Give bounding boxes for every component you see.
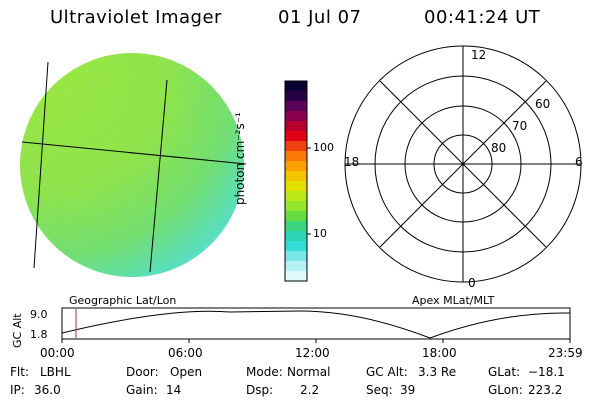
mlat-label-70: 70 [512, 119, 528, 133]
mlat-mlt-polar-grid [344, 45, 582, 283]
colorbar-segment [285, 221, 307, 232]
dsp-value: 2.2 [300, 383, 320, 397]
colorbar-segment [285, 181, 307, 192]
time-tick-0000: 00:00 [40, 346, 75, 360]
colorbar-segment [285, 191, 307, 202]
gc-alt-value: 3.3 Re [418, 365, 457, 379]
colorbar-segment [285, 261, 307, 272]
observation-time: 00:41:24 UT [424, 7, 541, 28]
time-tick-1200: 12:00 [295, 346, 330, 360]
glon-label: GLon: [488, 383, 523, 397]
colorbar-unit-label: photon cm⁻²s⁻¹ [233, 112, 247, 205]
seq-label: Seq: [366, 383, 393, 397]
mlat-label-60: 60 [535, 97, 551, 111]
mlt-label-18: 18 [344, 155, 360, 169]
intensity-colorbar [285, 81, 307, 282]
mlt-label-0: 0 [468, 276, 476, 290]
glon-value: 223.2 [528, 383, 563, 397]
altitude-axis-title: GC Alt [11, 313, 24, 348]
observation-date: 01 Jul 07 [278, 7, 362, 28]
geographic-panel-label: Geographic Lat/Lon [69, 294, 177, 307]
colorbar-segment [285, 151, 307, 162]
mlt-label-6: 6 [575, 155, 583, 169]
colorbar-segment [285, 141, 307, 152]
filter-value: LBHL [40, 365, 71, 379]
time-tick-1800: 18:00 [422, 346, 457, 360]
colorbar-segment [285, 101, 307, 112]
colorbar-segment [285, 81, 307, 92]
colorbar-segment [285, 171, 307, 182]
altitude-plot [61, 307, 571, 343]
colorbar-segment [285, 241, 307, 252]
instrument-title: Ultraviolet Imager [50, 7, 222, 28]
seq-value: 39 [400, 383, 416, 397]
glat-label: GLat: [488, 365, 521, 379]
colorbar-segment [285, 161, 307, 172]
time-tick-0600: 06:00 [168, 346, 203, 360]
colorbar-segment [285, 131, 307, 142]
ip-value: 36.0 [34, 383, 61, 397]
gain-value: 14 [166, 383, 182, 397]
colorbar-segment [285, 201, 307, 212]
glat-value: −18.1 [528, 365, 565, 379]
colorbar-segment [285, 121, 307, 132]
mlat-label-80: 80 [491, 141, 507, 155]
colorbar-segment [285, 231, 307, 242]
mode-label: Mode: [246, 365, 283, 379]
colorbar-segment [285, 271, 307, 282]
mode-value: Normal [287, 365, 331, 379]
colorbar-tick-100: 100 [313, 141, 334, 154]
colorbar-segment [285, 91, 307, 102]
door-label: Door: [126, 365, 159, 379]
apex-panel-label: Apex MLat/MLT [412, 294, 495, 307]
filter-label: Flt: [10, 365, 29, 379]
ip-label: IP: [10, 383, 25, 397]
colorbar-segment [285, 251, 307, 262]
time-tick-2359: 23:59 [548, 346, 583, 360]
altitude-tick-1-8: 1.8 [30, 328, 48, 341]
mlt-label-12: 12 [471, 48, 487, 62]
altitude-tick-9: 9.0 [30, 308, 48, 321]
dsp-label: Dsp: [246, 383, 274, 397]
colorbar-segment [285, 211, 307, 222]
gc-alt-label: GC Alt: [366, 365, 408, 379]
uv-image-disk [20, 53, 247, 277]
gain-label: Gain: [126, 383, 158, 397]
door-value: Open [170, 365, 203, 379]
colorbar-segment [285, 111, 307, 122]
colorbar-tick-10: 10 [313, 227, 327, 240]
